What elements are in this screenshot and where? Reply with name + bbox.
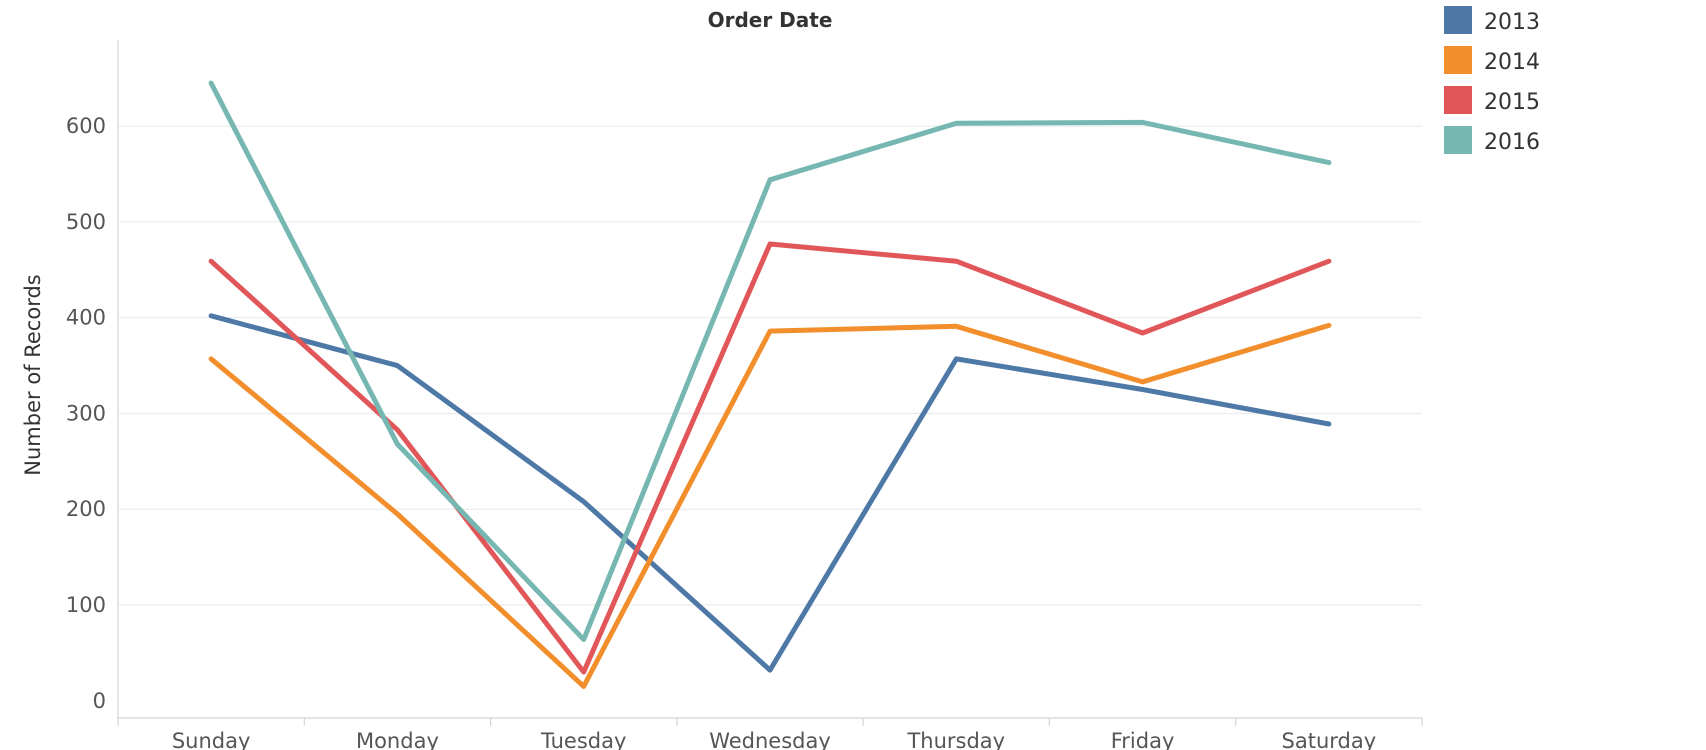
- legend-swatch-2016: [1444, 126, 1472, 154]
- legend: 2013 2014 2015 2016: [1444, 6, 1540, 155]
- legend-swatch-2014: [1444, 46, 1472, 74]
- series-line-2014: [208, 322, 1332, 689]
- x-tick-label: Thursday: [906, 729, 1005, 750]
- x-tick-label: Saturday: [1282, 729, 1377, 750]
- series-line-2015: [208, 241, 1332, 675]
- y-tick-label: 400: [66, 306, 106, 330]
- y-tick-label: 500: [66, 210, 106, 234]
- legend-label-2016: 2016: [1484, 130, 1540, 155]
- y-tick-label: 200: [66, 497, 106, 521]
- x-tick-label: Wednesday: [709, 729, 831, 750]
- axes: [117, 40, 1423, 726]
- legend-swatch-2013: [1444, 6, 1472, 34]
- y-tick-labels: 0 100 200 300 400 500 600: [66, 114, 106, 713]
- gridlines: [118, 125, 1422, 606]
- y-tick-label: 600: [66, 114, 106, 138]
- y-tick-label: 100: [66, 593, 106, 617]
- x-tick-label: Sunday: [172, 729, 251, 750]
- legend-label-2014: 2014: [1484, 50, 1540, 75]
- x-tick-label: Tuesday: [540, 729, 626, 750]
- y-tick-label: 0: [93, 689, 106, 713]
- legend-label-2015: 2015: [1484, 90, 1540, 115]
- legend-swatch-2015: [1444, 86, 1472, 114]
- chart-title: Order Date: [708, 8, 833, 32]
- series-lines: [208, 80, 1332, 689]
- x-tick-label: Monday: [356, 729, 439, 750]
- legend-label-2013: 2013: [1484, 10, 1540, 35]
- series-line-2013: [208, 313, 1332, 673]
- y-tick-label: 300: [66, 401, 106, 425]
- series-line-2016: [208, 80, 1332, 642]
- x-tick-labels: Sunday Monday Tuesday Wednesday Thursday Frid…: [172, 729, 1376, 750]
- y-axis-label: Number of Records: [21, 274, 45, 475]
- x-tick-label: Friday: [1111, 729, 1175, 750]
